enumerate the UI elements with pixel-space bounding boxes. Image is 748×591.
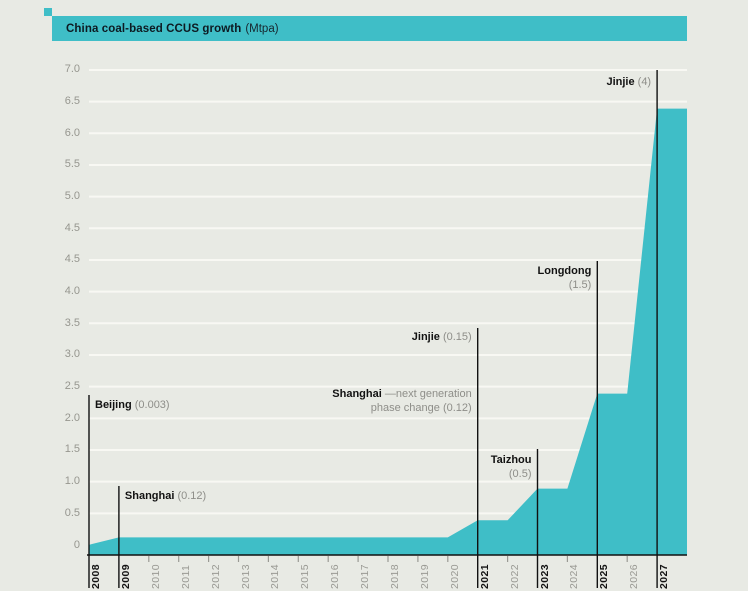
x-tick-label-2014: 2014 xyxy=(269,564,282,589)
x-tick-label-2010: 2010 xyxy=(149,564,162,589)
x-tick-label-2013: 2013 xyxy=(239,564,252,589)
y-tick-label: 3.5 xyxy=(64,316,80,329)
y-tick-label: 0 xyxy=(73,538,80,551)
x-tick-label-2021: 2021 xyxy=(478,564,491,589)
x-tick-label-2017: 2017 xyxy=(359,564,372,589)
annotation-detail: —next generation xyxy=(384,388,472,400)
x-tick-label-2015: 2015 xyxy=(299,564,312,589)
x-tick-label-2009: 2009 xyxy=(119,564,132,589)
y-tick-label: 6.0 xyxy=(64,126,80,139)
y-tick-label: 7.0 xyxy=(64,63,80,76)
accent-square xyxy=(44,8,52,16)
annotation-longdong-2025: Longdong (1.5) xyxy=(538,265,592,292)
y-tick-label: 2.5 xyxy=(64,380,80,393)
x-tick-label-2016: 2016 xyxy=(329,564,342,589)
x-tick-label-2020: 2020 xyxy=(448,564,461,589)
annotation-detail: (0.003) xyxy=(134,399,170,411)
annotation-jinjie-2021: Jinjie (0.15) xyxy=(412,331,472,345)
area-series-ccus xyxy=(89,108,687,555)
y-tick-label: 1.0 xyxy=(64,475,80,488)
x-tick-label-2027: 2027 xyxy=(658,564,671,589)
annotation-name: Taizhou xyxy=(490,454,532,466)
annotation-name: Longdong xyxy=(537,265,592,277)
annotation-detail-line2: (0.5) xyxy=(508,467,532,480)
x-tick-label-2012: 2012 xyxy=(209,564,222,589)
annotation-name: Jinjie xyxy=(411,331,440,343)
x-tick-label-2024: 2024 xyxy=(568,564,581,589)
annotation-name: Beijing xyxy=(95,399,132,411)
annotation-detail-line2: (1.5) xyxy=(568,278,592,291)
annotation-name: Jinjie xyxy=(606,76,635,88)
annotation-detail: (4) xyxy=(637,76,652,88)
y-tick-label: 2.0 xyxy=(64,411,80,424)
x-tick-label-2011: 2011 xyxy=(179,564,192,589)
x-tick-label-2025: 2025 xyxy=(598,564,611,589)
annotation-detail-line2: phase change (0.12) xyxy=(370,401,472,414)
x-tick-label-2026: 2026 xyxy=(628,564,641,589)
x-tick-label-2023: 2023 xyxy=(538,564,551,589)
y-tick-label: 4.5 xyxy=(64,221,80,234)
y-tick-label: 1.5 xyxy=(64,443,80,456)
annotation-detail: (0.15) xyxy=(442,331,472,343)
y-tick-label: 6.5 xyxy=(64,95,80,108)
annotation-jinjie-2027: Jinjie (4) xyxy=(606,76,651,90)
annotation-name: Shanghai xyxy=(332,388,382,400)
y-tick-label: 5.5 xyxy=(64,158,80,171)
chart-title: China coal-based CCUS growth xyxy=(66,22,242,35)
y-tick-label: 5.0 xyxy=(64,190,80,203)
y-tick-label: 3.0 xyxy=(64,348,80,361)
chart-title-bar: China coal-based CCUS growth (Mtpa) xyxy=(52,16,687,41)
annotation-beijing-2008: Beijing (0.003) xyxy=(95,399,170,413)
y-tick-label: 4.0 xyxy=(64,285,80,298)
annotation-shanghai-2009: Shanghai (0.12) xyxy=(125,490,206,504)
x-tick-label-2018: 2018 xyxy=(389,564,401,589)
x-tick-label-2019: 2019 xyxy=(418,564,431,589)
y-tick-label: 4.5 xyxy=(64,253,80,266)
annotation-taizhou-2023: Taizhou (0.5) xyxy=(491,454,532,481)
y-tick-label: 0.5 xyxy=(64,506,80,519)
annotation-detail: (0.12) xyxy=(177,490,207,502)
annotation-shanghai-2021: Shanghai —next generation phase change (0… xyxy=(332,388,471,415)
annotation-name: Shanghai xyxy=(124,490,175,502)
x-tick-label-2022: 2022 xyxy=(508,564,521,589)
x-tick-label-2008: 2008 xyxy=(90,564,102,589)
chart-title-unit: (Mtpa) xyxy=(245,22,279,35)
